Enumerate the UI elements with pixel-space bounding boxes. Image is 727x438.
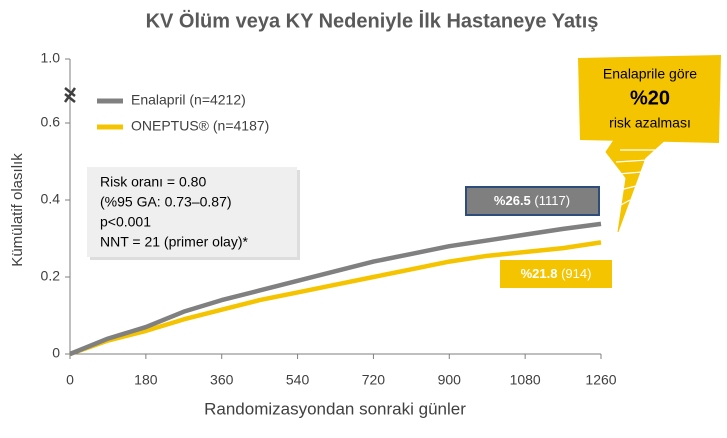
callout-text: risk azalması	[609, 115, 691, 131]
y-tick-label: 0.6	[41, 114, 61, 130]
risk-text: Risk oranı = 0.80	[100, 174, 206, 190]
x-tick-label: 180	[134, 372, 158, 388]
y-tick-label: 1.0	[41, 50, 61, 66]
x-tick-label: 1260	[585, 372, 616, 388]
label-count: (1117)	[534, 193, 570, 208]
y-tick-label: 0	[52, 345, 60, 361]
callout-box	[578, 55, 721, 143]
enalapril-label: %26.5 (1117)	[494, 193, 570, 208]
y-tick-label: 0.2	[41, 268, 61, 284]
y-tick-label: 0.4	[41, 191, 61, 207]
axis-break	[63, 87, 77, 103]
enalapril-label-box	[465, 186, 600, 216]
risk-text: (%95 GA: 0.73–0.87)	[100, 194, 232, 210]
series-line	[69, 240, 602, 357]
callout-text: Enalaprile göre	[603, 66, 697, 82]
risk-text: p<0.001	[100, 214, 151, 230]
oneptus-label-box	[500, 260, 612, 288]
y-axis-label: Kümülatif olasılık	[9, 153, 26, 267]
chart-title: KV Ölüm veya KY Nedeniyle İlk Hastaneye …	[146, 9, 599, 32]
callout-hatch	[615, 149, 655, 207]
x-tick-label: 540	[286, 372, 310, 388]
x-tick-label: 900	[438, 372, 462, 388]
x-tick-label: 0	[66, 372, 74, 388]
x-tick-label: 720	[362, 372, 386, 388]
oneptus-label: %21.8 (914)	[521, 266, 592, 281]
x-tick-label: 1080	[510, 372, 541, 388]
risk-box	[87, 167, 297, 257]
series-line	[69, 221, 602, 357]
callout-text: %20	[630, 87, 670, 109]
label-value: %26.5	[494, 193, 531, 208]
legend-label: Enalapril (n=4212)	[131, 92, 246, 108]
x-axis-label: Randomizasyondan sonraki günler	[204, 399, 466, 418]
legend-label: ONEPTUS® (n=4187)	[131, 118, 269, 134]
label-count: (914)	[561, 266, 591, 281]
risk-text: NNT = 21 (primer olay)*	[100, 234, 249, 250]
label-value: %21.8	[521, 266, 558, 281]
x-tick-label: 360	[210, 372, 234, 388]
